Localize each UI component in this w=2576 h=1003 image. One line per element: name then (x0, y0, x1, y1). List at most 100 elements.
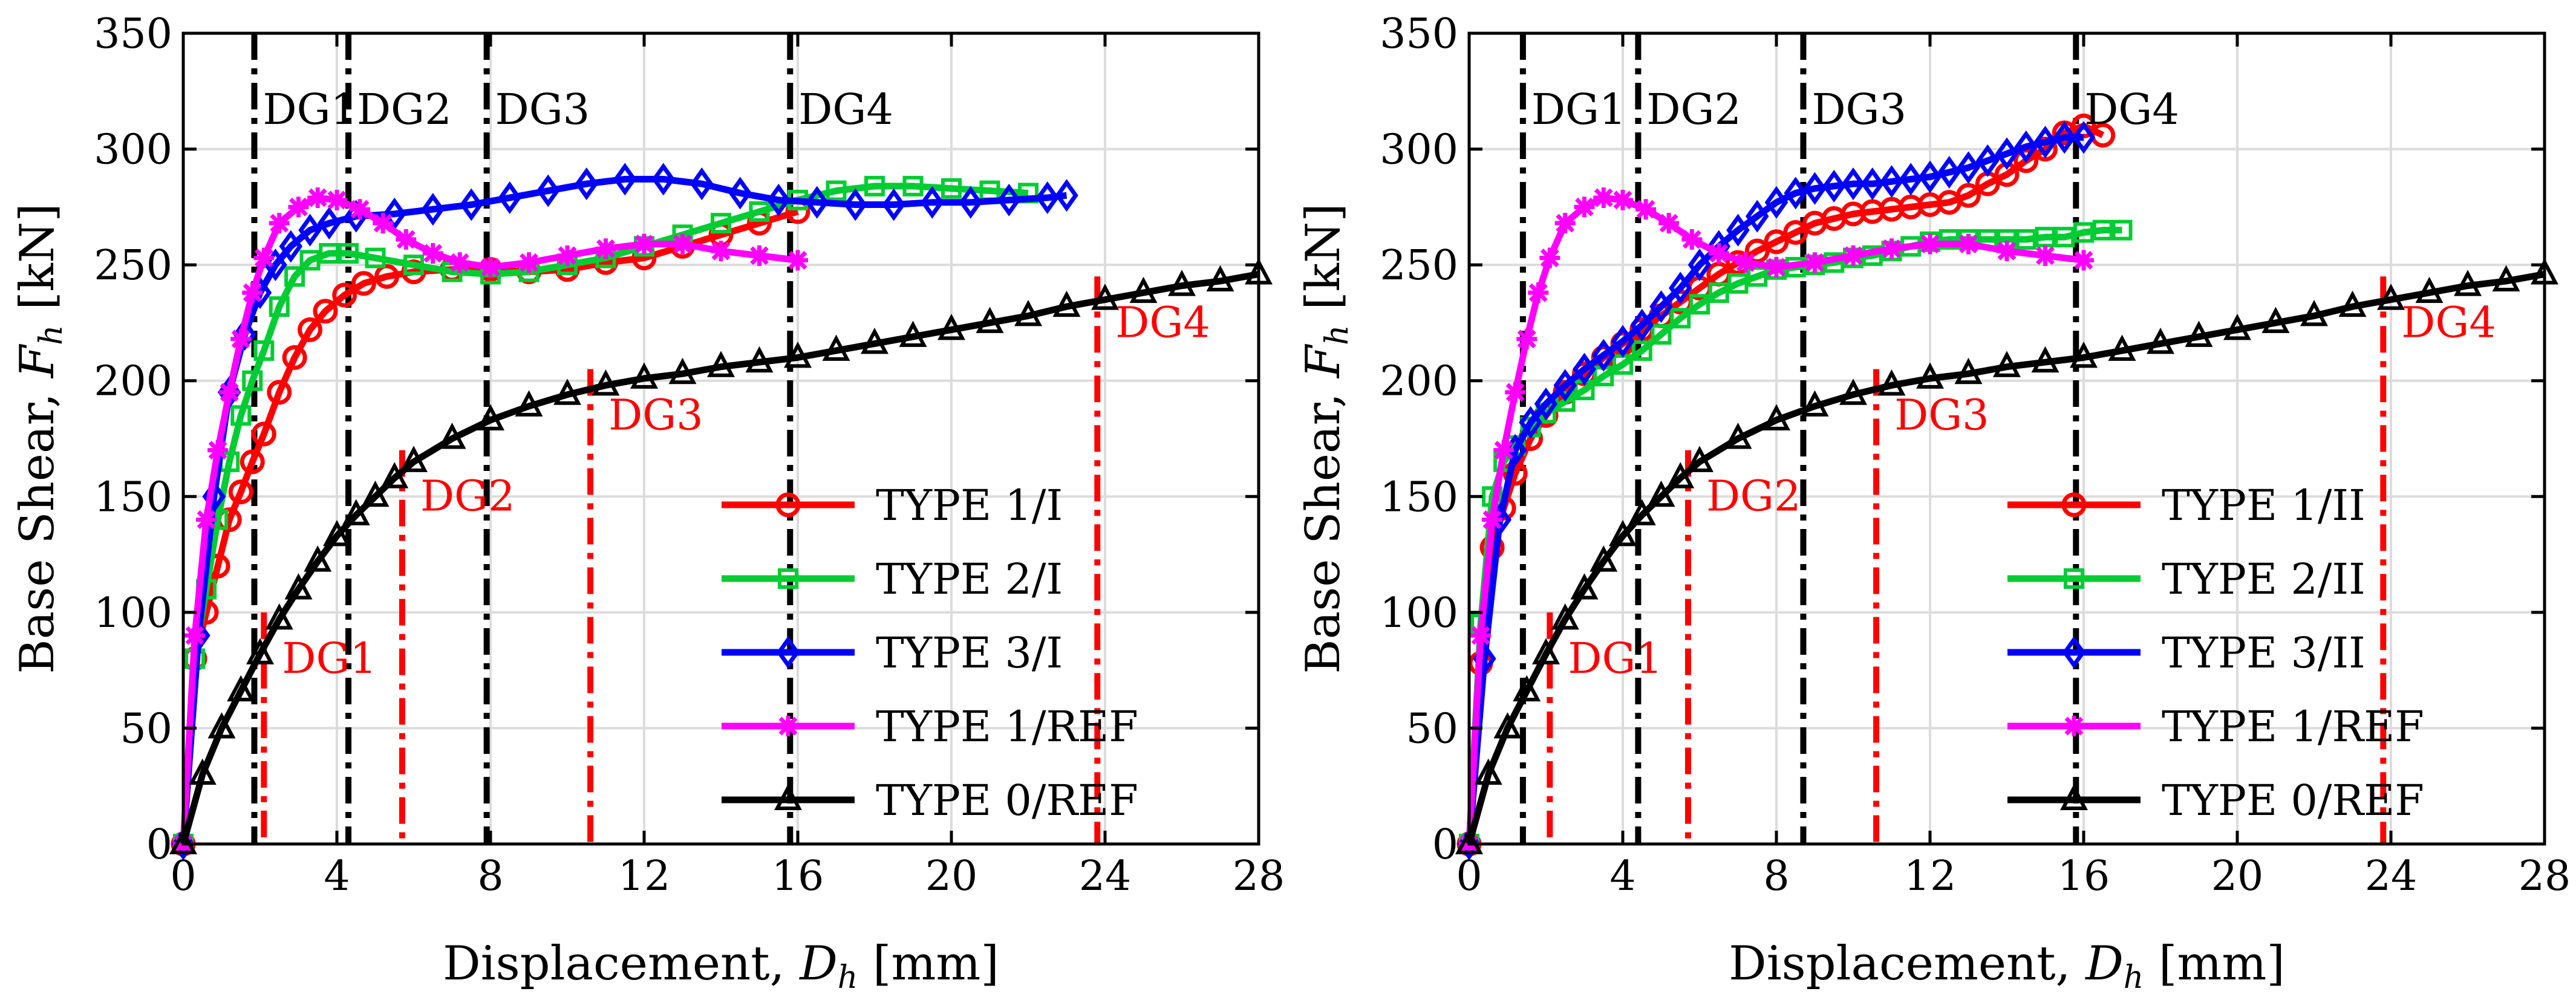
data-point (403, 255, 424, 276)
data-point (805, 186, 829, 219)
y-axis-label-unit: [kN] (10, 203, 65, 325)
data-point (1956, 183, 1981, 208)
y-axis-label-text: Base Shear, (10, 378, 65, 674)
data-point (557, 245, 578, 266)
data-point (518, 252, 540, 273)
data-point (351, 271, 376, 296)
data-point (749, 245, 770, 266)
data-point (1975, 144, 2000, 177)
data-point (1635, 199, 1657, 220)
data-point (1708, 242, 1729, 264)
data-point (690, 167, 714, 201)
data-point (2454, 270, 2482, 296)
data-point (338, 242, 359, 264)
x-axis-label-text: Displacement, (443, 936, 800, 991)
data-point (299, 250, 321, 271)
data-point (188, 758, 217, 785)
data-point (438, 423, 466, 449)
x-axis-label-symbol: D (798, 936, 838, 991)
data-point (707, 351, 735, 377)
dg-label-black: DG3 (495, 85, 590, 134)
data-point (941, 178, 962, 199)
data-point (861, 327, 889, 354)
data-point (1206, 265, 1234, 291)
y-tick-label: 350 (1380, 10, 1458, 58)
data-point (711, 241, 731, 262)
data-point (766, 183, 791, 216)
data-point (1570, 573, 1599, 600)
data-point (1784, 177, 1808, 210)
data-point (169, 828, 197, 854)
data-point (2014, 148, 2039, 174)
data-point (304, 545, 332, 572)
dg-label-black: DG4 (798, 85, 893, 134)
legend: TYPE 1/II TYPE 2/II TYPE 3/II TYPE 1/REF TYP… (2007, 481, 2424, 825)
data-point (2052, 121, 2076, 154)
data-point (1687, 248, 1712, 282)
data-point (634, 233, 654, 255)
x-tick-label: 16 (772, 852, 824, 900)
data-point (1689, 294, 1710, 315)
data-point (668, 357, 697, 385)
data-point (1651, 324, 1672, 345)
legend-swatch-marker (775, 492, 801, 518)
legend-swatch-marker (2061, 492, 2087, 518)
data-point (536, 174, 560, 207)
dg-label-black: DG3 (1811, 85, 1906, 134)
data-point (575, 167, 599, 201)
data-point (1474, 758, 1502, 785)
data-point (1014, 300, 1042, 326)
data-point (1841, 167, 1865, 201)
y-axis-label: Base Shear, Fh [kN] (10, 203, 70, 674)
data-point (1801, 390, 1829, 417)
data-point (595, 238, 616, 259)
data-point (1686, 446, 1714, 472)
legend-label: TYPE 0/REF (876, 776, 1138, 825)
data-point (421, 193, 445, 226)
series-type-2-i (173, 175, 1039, 854)
data-point (1939, 229, 1960, 250)
y-tick-label: 0 (146, 821, 172, 869)
x-tick-label: 12 (1904, 852, 1957, 900)
data-point (2035, 245, 2056, 266)
data-point (1880, 165, 1903, 198)
data-point (553, 378, 581, 405)
data-point (1764, 229, 1789, 255)
data-point (396, 229, 417, 250)
y-tick-label: 50 (120, 705, 172, 753)
data-point (323, 520, 351, 547)
dg-label-red: DG3 (1894, 391, 1989, 440)
data-point (1590, 545, 1618, 572)
data-point (196, 509, 217, 530)
y-tick-label: 50 (1406, 705, 1458, 753)
data-point (317, 207, 341, 240)
legend-label: TYPE 1/II (2162, 481, 2366, 530)
data-point (1727, 273, 1749, 294)
data-point (711, 213, 731, 234)
data-point (728, 177, 752, 210)
data-point (749, 201, 770, 222)
data-point (298, 317, 323, 342)
grid (182, 32, 1260, 845)
data-point (1993, 351, 2021, 377)
y-tick-label: 200 (1380, 358, 1458, 406)
dg-label-black: DG4 (2084, 85, 2179, 134)
data-point (1877, 369, 1906, 396)
plot-frame (181, 31, 1260, 846)
x-tick-label: 24 (1079, 852, 1132, 900)
data-point (284, 573, 313, 600)
data-point (745, 346, 774, 373)
data-point (1995, 137, 2019, 170)
legend-swatch-marker (776, 635, 800, 669)
y-tick-label: 300 (1380, 126, 1458, 174)
data-point (1513, 675, 1541, 702)
data-point (298, 213, 322, 247)
data-point (1055, 179, 1078, 212)
data-point (2377, 284, 2405, 310)
legend-swatch-marker (774, 784, 802, 810)
data-point (1516, 328, 1537, 349)
data-point (227, 675, 255, 702)
data-point (1916, 362, 1944, 389)
data-point (2147, 327, 2174, 354)
